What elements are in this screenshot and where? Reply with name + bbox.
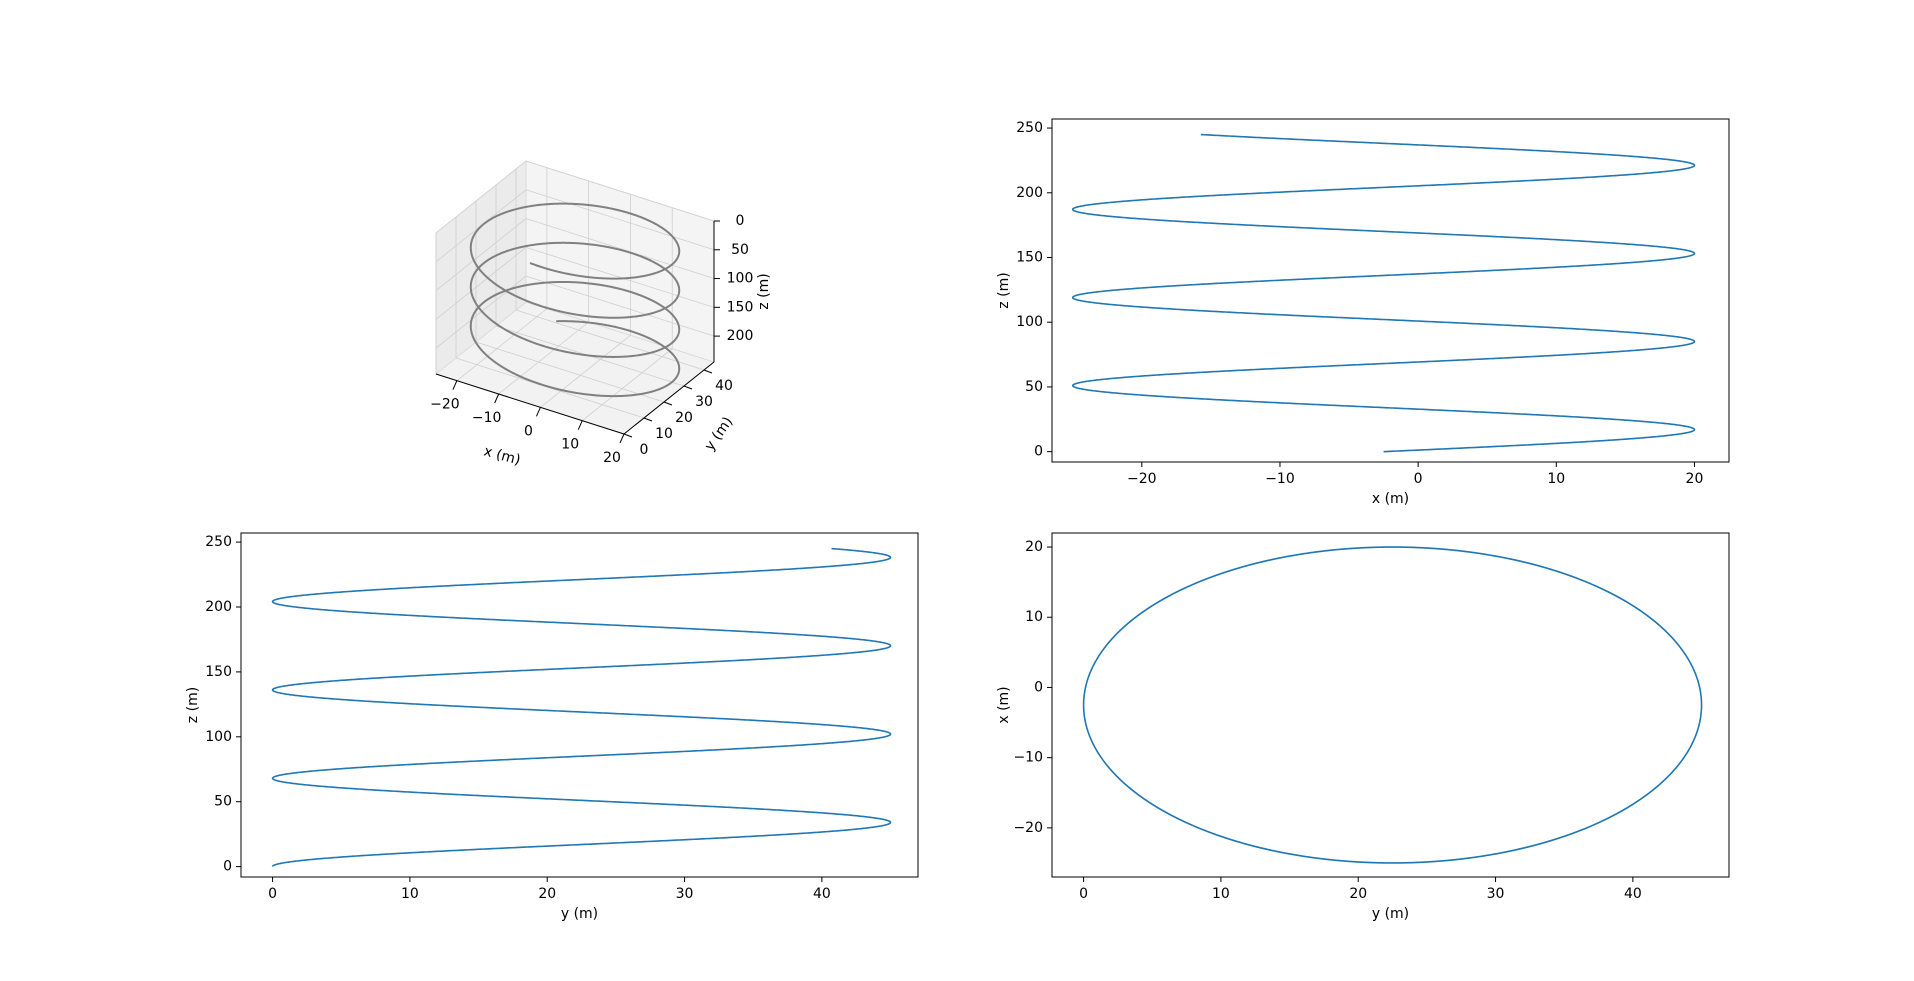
x-tick-label: 20: [603, 450, 621, 466]
y-tick-label: 200: [205, 599, 232, 615]
grid-line: [456, 308, 548, 381]
x-tick-label: 0: [1079, 886, 1088, 902]
x-tick-label: 20: [1686, 471, 1704, 487]
grid-line: [475, 341, 665, 403]
x-tick-label: 0: [268, 886, 277, 902]
y-tick-label: 150: [1016, 249, 1043, 265]
y-axis-label: x (m): [996, 686, 1012, 723]
z-tick-label: 0: [736, 213, 745, 229]
x-tick-label: −20: [430, 397, 460, 413]
grid-line: [435, 247, 527, 320]
z-tick-label: 100: [727, 271, 754, 287]
y-tick-label: 0: [1034, 444, 1043, 460]
y-tick-label: 20: [675, 410, 693, 426]
y-tick-mark: [663, 401, 673, 406]
x-tick-label: 10: [1547, 471, 1565, 487]
plot-frame: [1051, 118, 1730, 463]
y-tick-mark: [703, 369, 713, 374]
grid-line: [525, 189, 715, 251]
y-tick-label: 40: [715, 378, 733, 394]
y-tick-label: 30: [695, 394, 713, 410]
y-tick-label: 50: [214, 794, 232, 810]
grid-line: [435, 160, 527, 234]
panel-y-vs-z: 0 10 20 30 40 0 50 100 150 200 250 y (m) z (m): [185, 532, 919, 922]
x-axis-label: y (m): [561, 906, 598, 922]
x-tick-label: 30: [1487, 886, 1505, 902]
x-tick-label: 20: [538, 886, 556, 902]
x-tick-label: 20: [1349, 886, 1367, 902]
y-tick-label: −10: [1013, 750, 1043, 766]
x-tick-label: 10: [561, 437, 579, 453]
x-tick-mark: [619, 433, 625, 444]
y-tick-mark: [683, 385, 693, 390]
y-axis-line: [623, 361, 715, 435]
y-tick-label: 0: [640, 442, 649, 458]
x-tick-mark: [494, 393, 500, 404]
panel-y-vs-x: 0 10 20 30 40 −20 −10 0 10 20 y (m) x (m): [996, 532, 1730, 922]
y-tick-label: 200: [1016, 185, 1043, 201]
x-axis-label: x (m): [1372, 491, 1409, 507]
x-tick-label: −10: [472, 410, 502, 426]
series-line: [1082, 546, 1703, 864]
plot-frame: [1051, 532, 1730, 878]
x-tick-label: −10: [1265, 471, 1295, 487]
x-tick-mark: [452, 380, 458, 390]
z-tick-label: 50: [731, 242, 749, 258]
x-tick-mark: [577, 420, 583, 430]
grid-line: [498, 321, 589, 395]
y-tick-mark: [643, 417, 653, 422]
x-axis-label: y (m): [1372, 906, 1409, 922]
y-tick-label: 100: [205, 729, 232, 745]
x-tick-label: 40: [813, 886, 831, 902]
x-tick-label: 10: [401, 886, 419, 902]
plot-frame: [240, 532, 919, 878]
y-tick-label: −20: [1013, 820, 1043, 836]
series-line: [271, 547, 892, 867]
y-tick-label: 0: [223, 859, 232, 875]
y-tick-mark: [623, 433, 633, 438]
y-tick-label: 0: [1034, 679, 1043, 695]
z-tick-label: 150: [727, 299, 754, 315]
y-axis-label: y (m): [702, 414, 736, 454]
grid-line: [515, 309, 705, 371]
x-tick-label: 0: [524, 423, 533, 439]
y-tick-label: 250: [205, 534, 232, 550]
grid-line: [540, 335, 631, 408]
grid-line: [435, 218, 527, 291]
x-tick-label: −20: [1127, 471, 1157, 487]
grid-line: [525, 160, 715, 222]
z-axis-label: z (m): [756, 273, 772, 309]
grid-line: [525, 218, 715, 279]
helix-line: [469, 202, 681, 398]
y-tick-label: 50: [1025, 379, 1043, 395]
grid-line: [525, 275, 715, 337]
series-line: [1071, 133, 1696, 453]
y-tick-label: 100: [1016, 314, 1043, 330]
x-axis-label: x (m): [482, 443, 522, 468]
x-tick-label: 10: [1212, 886, 1230, 902]
y-axis-label: z (m): [185, 687, 201, 723]
y-tick-label: 150: [205, 664, 232, 680]
x-tick-mark: [535, 407, 541, 417]
grid-line: [581, 348, 673, 421]
y-tick-label: 10: [1025, 609, 1043, 625]
x-tick-label: 0: [1414, 471, 1423, 487]
grid-line: [525, 246, 715, 308]
y-tick-label: 250: [1016, 120, 1043, 136]
y-axis-label: z (m): [996, 272, 1012, 308]
y-tick-label: 20: [1025, 539, 1043, 555]
z-tick-label: 200: [727, 328, 754, 344]
x-tick-label: 40: [1624, 886, 1642, 902]
x-axis-line: [435, 373, 625, 435]
y-tick-label: 10: [655, 426, 673, 442]
x-tick-label: 30: [676, 886, 694, 902]
